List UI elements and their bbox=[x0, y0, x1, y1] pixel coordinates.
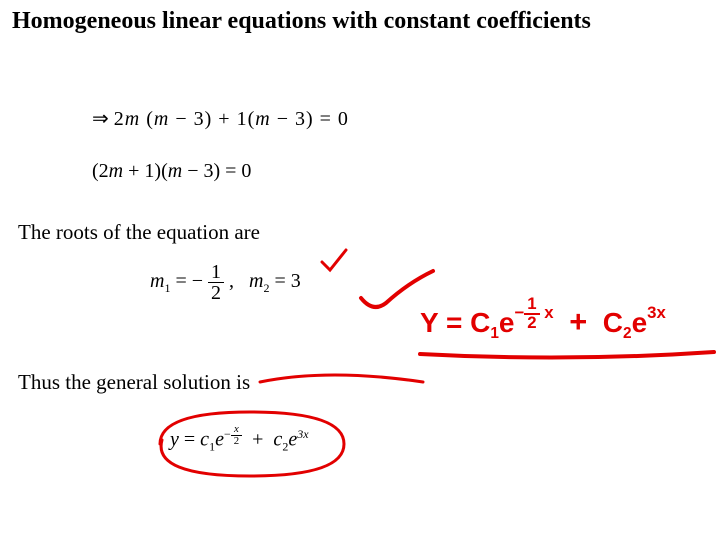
checkmark-icon bbox=[320, 248, 350, 278]
thus-label: Thus the general solution is bbox=[18, 370, 250, 395]
implies-arrow: ⇒ bbox=[92, 108, 109, 130]
handwritten-solution: Y = C1e−12 x + C2e3x bbox=[420, 296, 666, 343]
page-title: Homogeneous linear equations with consta… bbox=[12, 8, 591, 35]
circle-annotation bbox=[140, 406, 360, 482]
equation-factor-step: ⇒ 2m (m − 3) + 1(m − 3) = 0 bbox=[92, 106, 349, 131]
equation-factored: (2m + 1)(m − 3) = 0 bbox=[92, 160, 251, 183]
underline-annotation bbox=[418, 348, 718, 366]
roots-equation: m1 = − 12 , m2 = 3 bbox=[150, 262, 301, 303]
roots-label: The roots of the equation are bbox=[18, 220, 260, 245]
pointer-line bbox=[258, 370, 428, 394]
